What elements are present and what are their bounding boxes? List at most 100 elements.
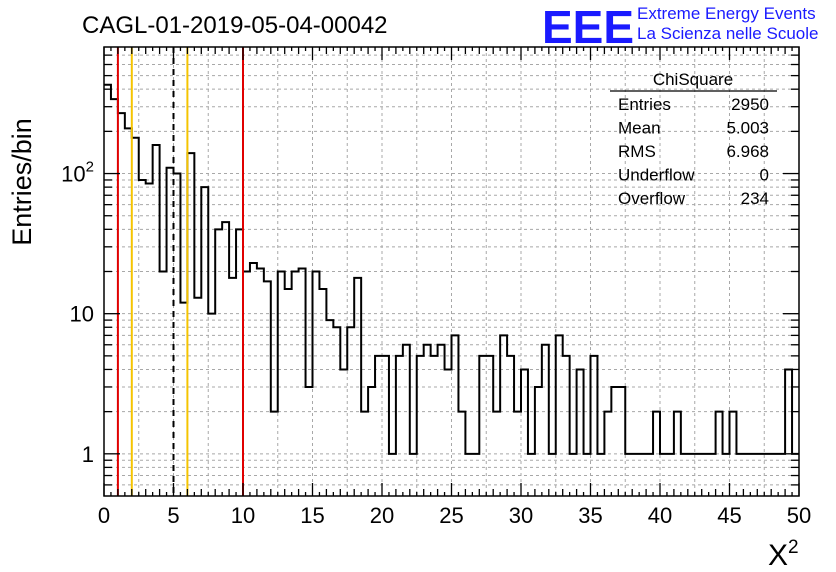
histogram-bin xyxy=(146,183,153,496)
histogram-bin xyxy=(236,229,243,496)
histogram-bin xyxy=(438,345,445,496)
chart-title: CAGL-01-2019-05-04-00042 xyxy=(82,12,388,39)
histogram-bin xyxy=(771,454,778,496)
histogram-bin xyxy=(222,222,229,496)
histogram-bin xyxy=(764,454,771,496)
histogram-bin xyxy=(743,454,750,496)
histogram-bin xyxy=(479,356,486,496)
eee-logo: EEE Extreme Energy Events La Scienza nel… xyxy=(542,1,818,53)
y-tick-label: 10 xyxy=(70,302,94,327)
histogram-bin xyxy=(625,454,632,496)
x-tick-label: 40 xyxy=(648,503,672,528)
x-axis-label-superscript: 2 xyxy=(788,537,799,558)
histogram-bin xyxy=(549,454,556,496)
histogram-bin xyxy=(507,356,514,496)
histogram-bin xyxy=(361,412,368,496)
histogram-bin xyxy=(111,99,118,496)
histogram-bin xyxy=(160,272,167,497)
histogram-bin xyxy=(278,272,285,497)
y-tick-label-base: 1 xyxy=(82,442,94,467)
histogram-bin xyxy=(264,281,271,496)
stats-row-value: 5.003 xyxy=(726,119,769,138)
histogram-bin xyxy=(667,454,674,496)
x-tick-label: 30 xyxy=(509,503,533,528)
stats-row-label: Mean xyxy=(618,119,661,138)
stats-row-value: 2950 xyxy=(731,95,769,114)
histogram-bin xyxy=(333,327,340,496)
x-tick-labels: 0 5 10 15 20 25 30 35 40 45 50 xyxy=(98,503,811,528)
histogram-bin xyxy=(118,113,125,496)
histogram-bin xyxy=(556,335,563,496)
histogram-bin xyxy=(493,412,500,496)
histogram-bin xyxy=(535,387,542,496)
x-axis-label: X2 xyxy=(768,537,799,572)
histogram-bin xyxy=(611,387,618,496)
y-tick-label-base: 10 xyxy=(70,302,94,327)
histogram-bin xyxy=(389,454,396,496)
histogram-bin xyxy=(591,356,598,496)
histogram-bin xyxy=(577,369,584,496)
histogram-bin xyxy=(187,153,194,496)
histogram-bin xyxy=(681,454,688,496)
histogram-bin xyxy=(570,454,577,496)
histogram-bin xyxy=(716,412,723,496)
histogram-bin xyxy=(702,454,709,496)
x-tick-label: 35 xyxy=(578,503,602,528)
y-tick-label-base: 10 xyxy=(61,162,85,187)
histogram-bin xyxy=(646,454,653,496)
histogram-bin xyxy=(229,278,236,496)
histogram-bin xyxy=(125,128,132,496)
histogram-bin xyxy=(243,272,250,497)
stats-row-label: RMS xyxy=(618,142,656,161)
histogram-bin xyxy=(104,85,111,496)
histogram-bars xyxy=(104,83,799,497)
histogram-bin xyxy=(723,454,730,496)
x-tick-label: 45 xyxy=(717,503,741,528)
histogram-bin xyxy=(194,298,201,496)
histogram-bin xyxy=(347,327,354,496)
histogram-bin xyxy=(354,278,361,496)
logo-mark: EEE xyxy=(542,1,634,53)
histogram-bin xyxy=(167,168,174,496)
histogram-bin xyxy=(632,454,639,496)
histogram-bin xyxy=(250,263,257,496)
histogram-bin xyxy=(618,387,625,496)
histogram-bin xyxy=(778,454,785,496)
x-tick-label: 25 xyxy=(439,503,463,528)
histogram-bin xyxy=(445,369,452,496)
histogram-bin xyxy=(695,454,702,496)
histogram-bin xyxy=(500,335,507,496)
x-tick-label: 0 xyxy=(98,503,110,528)
logo-line-2: La Scienza nelle Scuole xyxy=(637,24,818,43)
histogram-bin xyxy=(563,356,570,496)
stats-box: ChiSquare Entries 2950 Mean 5.003 RMS 6.968 Un… xyxy=(610,70,777,208)
axes xyxy=(103,46,800,497)
histogram-bin xyxy=(215,229,222,496)
histogram-bin xyxy=(340,369,347,496)
histogram-bin xyxy=(785,369,792,496)
histogram-bin xyxy=(326,320,333,496)
x-tick-label: 15 xyxy=(300,503,324,528)
histogram-bin xyxy=(709,454,716,496)
histogram-bin xyxy=(486,356,493,496)
histogram-bin xyxy=(674,412,681,496)
histogram-bin xyxy=(368,387,375,496)
histogram-bin xyxy=(584,454,591,496)
histogram-bin xyxy=(403,345,410,496)
y-tick-label: 1 xyxy=(82,442,94,467)
x-tick-label: 10 xyxy=(231,503,255,528)
histogram-bin xyxy=(465,454,472,496)
stats-row-label: Overflow xyxy=(618,189,686,208)
histogram-bin xyxy=(528,454,535,496)
histogram-bin xyxy=(208,314,215,496)
histogram-bin xyxy=(757,454,764,496)
stats-row-label: Entries xyxy=(618,95,671,114)
y-tick-label-exponent: 2 xyxy=(86,159,94,176)
x-tick-label: 5 xyxy=(167,503,179,528)
histogram-bin xyxy=(299,269,306,496)
histogram-bin xyxy=(736,454,743,496)
histogram-bin xyxy=(271,412,278,496)
histogram-bin xyxy=(410,454,417,496)
stats-rows: Entries 2950 Mean 5.003 RMS 6.968 Underflow 0 Ov… xyxy=(618,95,769,208)
